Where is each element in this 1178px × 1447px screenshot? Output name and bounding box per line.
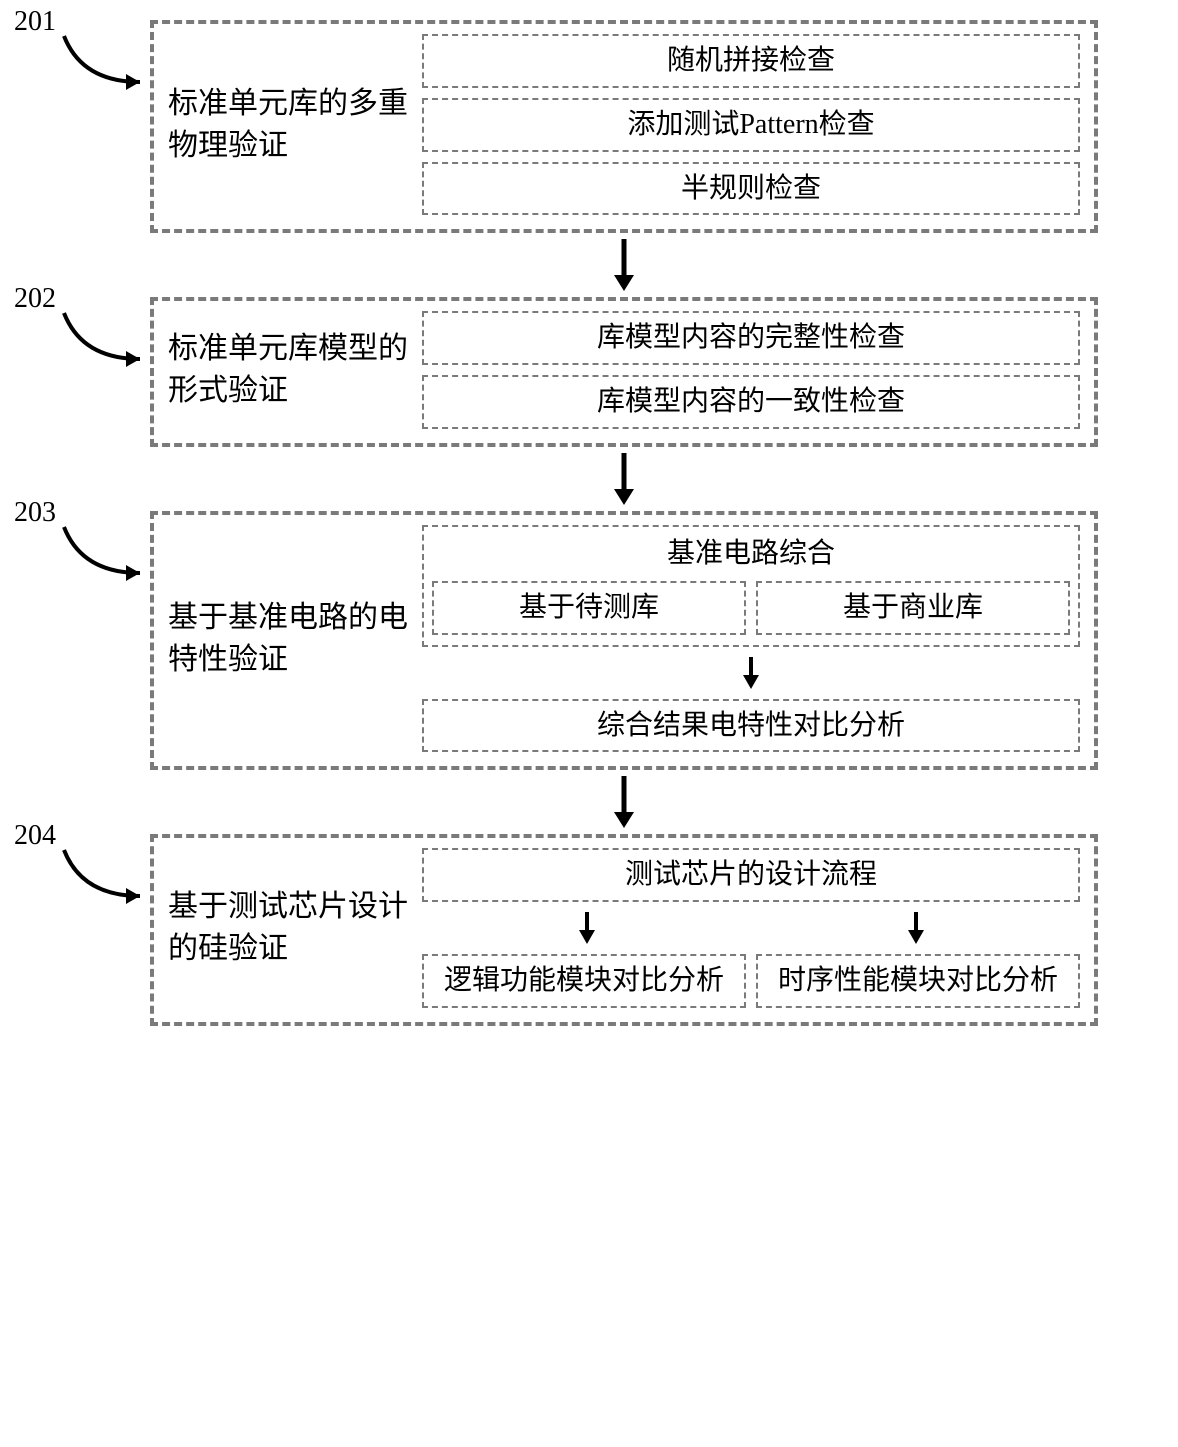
arrows-204-dual: [422, 910, 1080, 946]
stage-203-body: 基准电路综合 基于待测库 基于商业库 综合结果电特性对比分析: [422, 525, 1080, 752]
stage-202-id: 202: [14, 283, 56, 314]
arrow-202-203: [150, 451, 1098, 507]
stage-204-title: 基于测试芯片设计的硅验证: [168, 886, 408, 970]
stage-204: 204 基于测试芯片设计的硅验证 测试芯片的设计流程 逻辑功能模块对比分析 时序…: [150, 834, 1098, 1026]
pointer-arrow-icon: [62, 34, 152, 94]
stage-202-body: 库模型内容的完整性检查 库模型内容的一致性检查: [422, 311, 1080, 429]
arrow-down-icon: [904, 910, 928, 946]
stage-203-synth-header: 基准电路综合: [432, 533, 1070, 575]
stage-201-pointer: 201: [14, 6, 56, 38]
stage-203-synth-group: 基准电路综合 基于待测库 基于商业库: [422, 525, 1080, 647]
stage-202-title: 标准单元库模型的形式验证: [168, 328, 408, 412]
stage-202-item-0: 库模型内容的完整性检查: [422, 311, 1080, 365]
stage-204-pointer: 204: [14, 820, 56, 852]
stage-201-id: 201: [14, 6, 56, 37]
stage-201-body: 随机拼接检查 添加测试Pattern检查 半规则检查: [422, 34, 1080, 215]
pointer-arrow-icon: [62, 311, 152, 371]
arrow-down-icon: [739, 655, 763, 691]
stage-203-synth-left: 基于待测库: [432, 581, 746, 635]
arrow-down-icon: [609, 237, 639, 293]
arrow-down-icon: [609, 451, 639, 507]
stage-203-pointer: 203: [14, 497, 56, 529]
stage-201: 201 标准单元库的多重物理验证 随机拼接检查 添加测试Pattern检查 半规…: [150, 20, 1098, 233]
stage-201-item-2: 半规则检查: [422, 162, 1080, 216]
stage-203-title: 基于基准电路的电特性验证: [168, 597, 408, 681]
arrow-down-icon: [609, 774, 639, 830]
stage-204-flow-header: 测试芯片的设计流程: [422, 848, 1080, 902]
stage-203-synth-right: 基于商业库: [756, 581, 1070, 635]
stage-203: 203 基于基准电路的电特性验证 基准电路综合 基于待测库 基于商业库 综合结果…: [150, 511, 1098, 770]
pointer-arrow-icon: [62, 525, 152, 585]
stage-202-pointer: 202: [14, 283, 56, 315]
arrow-203-204: [150, 774, 1098, 830]
stage-204-left-block: 逻辑功能模块对比分析: [422, 954, 746, 1008]
stage-202-item-1: 库模型内容的一致性检查: [422, 375, 1080, 429]
pointer-arrow-icon: [62, 848, 152, 908]
stage-201-item-0: 随机拼接检查: [422, 34, 1080, 88]
arrow-201-202: [150, 237, 1098, 293]
stage-204-body: 测试芯片的设计流程 逻辑功能模块对比分析 时序性能模块对比分析: [422, 848, 1080, 1008]
stage-203-id: 203: [14, 497, 56, 528]
stage-204-id: 204: [14, 820, 56, 851]
stage-204-right-block: 时序性能模块对比分析: [756, 954, 1080, 1008]
stage-201-item-1: 添加测试Pattern检查: [422, 98, 1080, 152]
stage-203-analysis: 综合结果电特性对比分析: [422, 699, 1080, 753]
arrow-203-inner: [422, 655, 1080, 691]
stage-202: 202 标准单元库模型的形式验证 库模型内容的完整性检查 库模型内容的一致性检查: [150, 297, 1098, 447]
arrow-down-icon: [575, 910, 599, 946]
stage-201-title: 标准单元库的多重物理验证: [168, 83, 408, 167]
